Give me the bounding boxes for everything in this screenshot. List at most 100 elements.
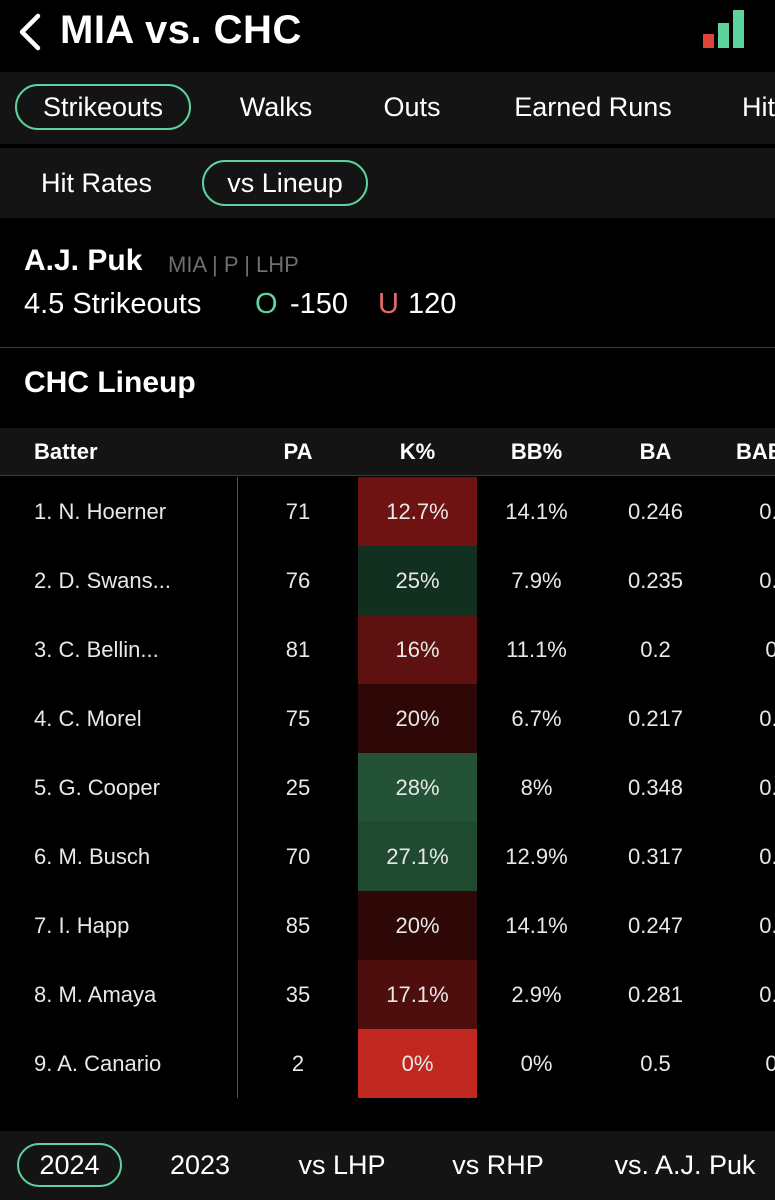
tab-hits[interactable]: Hit (742, 92, 775, 122)
player-meta: MIA | P | LHP (168, 252, 299, 277)
prop-tab-bar: Strikeouts Walks Outs Earned Runs Hit (0, 72, 775, 144)
batter-name-cell: 5. G. Cooper (34, 775, 160, 800)
batter-name-cell: 9. A. Canario (34, 1051, 162, 1076)
table-row[interactable]: 9. A. Canario 2 0% 0% 0.5 0. (0, 1029, 775, 1098)
header: MIA vs. CHC (0, 0, 775, 72)
batter-name-cell: 3. C. Bellin... (34, 637, 159, 662)
bb-pct-cell: 7.9% (511, 568, 562, 593)
column-divider (237, 477, 238, 1098)
table-row[interactable]: 2. D. Swans... 76 25% 7.9% 0.235 0.2 (0, 546, 775, 615)
tab-strikeouts[interactable]: Strikeouts (15, 84, 191, 130)
ba-cell: 0.281 (627, 982, 684, 1007)
lineup-title: CHC Lineup (24, 366, 196, 399)
babip-cell: 0.3 (759, 982, 775, 1007)
tab-walks[interactable]: Walks (239, 92, 313, 122)
ba-cell: 0.5 (640, 1051, 671, 1076)
header-ba[interactable]: BA (639, 439, 672, 464)
bb-pct-cell: 11.1% (506, 637, 567, 662)
babip-cell: 0.3 (759, 844, 775, 869)
prop-line: 4.5 Strikeouts (24, 288, 202, 320)
k-pct-cell: 25% (358, 546, 477, 615)
bb-pct-cell: 2.9% (511, 982, 562, 1007)
k-pct-cell: 28% (358, 753, 477, 822)
player-name: A.J. Puk (24, 244, 143, 277)
batter-name-cell: 4. C. Morel (34, 706, 142, 731)
tab-outs[interactable]: Outs (383, 92, 441, 122)
view-tab-bar: Hit Rates vs Lineup (0, 148, 775, 218)
batter-name-cell: 1. N. Hoerner (34, 499, 167, 524)
babip-cell: 0.4 (759, 775, 775, 800)
babip-cell: 0.2 (759, 499, 775, 524)
ba-cell: 0.246 (627, 499, 684, 524)
ba-cell: 0.2 (640, 637, 671, 662)
table-row[interactable]: 7. I. Happ 85 20% 14.1% 0.247 0.3 (0, 891, 775, 960)
batter-name-cell: 8. M. Amaya (34, 982, 157, 1007)
over-label: O (255, 288, 278, 320)
k-pct-cell: 20% (358, 891, 477, 960)
table-header: Batter PA K% BB% BA BAB (0, 428, 775, 476)
batter-name-cell: 7. I. Happ (34, 913, 130, 938)
signal-bars-icon[interactable] (703, 8, 745, 48)
table-row[interactable]: 6. M. Busch 70 27.1% 12.9% 0.317 0.3 (0, 822, 775, 891)
pa-cell: 2 (291, 1051, 305, 1076)
tab-earned-runs[interactable]: Earned Runs (514, 92, 672, 122)
divider (0, 347, 775, 348)
bb-pct-cell: 0% (520, 1051, 553, 1076)
header-batter[interactable]: Batter (34, 439, 98, 464)
batter-name-cell: 6. M. Busch (34, 844, 151, 869)
k-pct-cell: 27.1% (358, 822, 477, 891)
season-tab-bar: 2024 2023 vs LHP vs RHP vs. A.J. Puk (0, 1131, 775, 1200)
babip-cell: 0.2 (759, 706, 775, 731)
pa-cell: 85 (285, 913, 311, 938)
tab-vs-aj-puk[interactable]: vs. A.J. Puk (614, 1150, 756, 1180)
pa-cell: 35 (285, 982, 311, 1007)
bb-pct-cell: 14.1% (505, 913, 568, 938)
header-bb-pct[interactable]: BB% (510, 439, 563, 464)
ba-cell: 0.348 (627, 775, 684, 800)
pa-cell: 25 (285, 775, 311, 800)
babip-cell: 0. (765, 1051, 775, 1076)
tab-vs-rhp[interactable]: vs RHP (452, 1150, 544, 1180)
header-babip[interactable]: BAB (736, 439, 775, 464)
tab-2023[interactable]: 2023 (169, 1150, 231, 1180)
tab-vs-lhp[interactable]: vs LHP (298, 1150, 386, 1180)
under-odds: 120 (408, 288, 457, 320)
ba-cell: 0.217 (627, 706, 684, 731)
batter-name-cell: 2. D. Swans... (34, 568, 171, 593)
ba-cell: 0.247 (627, 913, 684, 938)
page-title: MIA vs. CHC (60, 8, 302, 52)
babip-cell: 0.3 (759, 913, 775, 938)
table-row[interactable]: 3. C. Bellin... 81 16% 11.1% 0.2 0. (0, 615, 775, 684)
pa-cell: 76 (285, 568, 311, 593)
tab-hit-rates[interactable]: Hit Rates (40, 168, 153, 198)
under-label: U (378, 288, 399, 320)
bb-pct-cell: 8% (520, 775, 553, 800)
babip-cell: 0.2 (759, 568, 775, 593)
pa-cell: 71 (285, 499, 311, 524)
over-odds: -150 (290, 288, 349, 320)
ba-cell: 0.235 (627, 568, 684, 593)
tab-vs-lineup[interactable]: vs Lineup (202, 160, 368, 206)
bb-pct-cell: 6.7% (511, 706, 562, 731)
k-pct-cell: 20% (358, 684, 477, 753)
table-row[interactable]: 4. C. Morel 75 20% 6.7% 0.217 0.2 (0, 684, 775, 753)
pa-cell: 81 (285, 637, 311, 662)
header-k-pct[interactable]: K% (399, 439, 436, 464)
table-row[interactable]: 1. N. Hoerner 71 12.7% 14.1% 0.246 0.2 (0, 477, 775, 546)
header-pa[interactable]: PA (283, 439, 313, 464)
pa-cell: 75 (285, 706, 311, 731)
k-pct-cell: 17.1% (358, 960, 477, 1029)
k-pct-cell: 16% (358, 615, 477, 684)
pa-cell: 70 (285, 844, 311, 869)
babip-cell: 0. (765, 637, 775, 662)
k-pct-cell: 12.7% (358, 477, 477, 546)
table-row[interactable]: 5. G. Cooper 25 28% 8% 0.348 0.4 (0, 753, 775, 822)
tab-2024[interactable]: 2024 (17, 1143, 122, 1187)
ba-cell: 0.317 (627, 844, 684, 869)
bb-pct-cell: 14.1% (505, 499, 568, 524)
chevron-left-icon[interactable] (14, 12, 48, 52)
table-row[interactable]: 8. M. Amaya 35 17.1% 2.9% 0.281 0.3 (0, 960, 775, 1029)
bb-pct-cell: 12.9% (505, 844, 568, 869)
